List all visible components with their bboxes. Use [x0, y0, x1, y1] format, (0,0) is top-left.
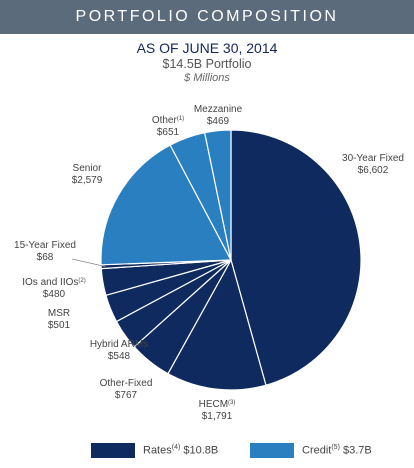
slice-label-30-year-fixed: 30-Year Fixed $6,602 — [342, 153, 404, 176]
slice-name-30-year-fixed: 30-Year Fixed — [342, 153, 404, 164]
slice-note-ios-and-iios: (2) — [78, 278, 85, 284]
slice-name-ios-and-iios: IOs and IIOs — [22, 277, 78, 288]
slice-value-hecm: $1,791 — [202, 411, 233, 422]
slice-name-msr: MSR — [48, 308, 70, 319]
leader-line-15-year-fixed — [71, 258, 106, 267]
slice-value-other-fixed: $767 — [115, 390, 138, 401]
slice-name-hybrid-arms: Hybrid ARMs — [90, 339, 148, 350]
slice-value-30-year-fixed: $6,602 — [358, 165, 389, 176]
pie-slice-senior — [100, 144, 232, 266]
slice-value-senior: $2,579 — [72, 175, 103, 186]
slice-label-ios-and-iios: IOs and IIOs(2) $480 — [22, 277, 85, 300]
slice-label-15-year-fixed: 15-Year Fixed $68 — [14, 240, 76, 263]
slice-label-mezzanine: Mezzanine $469 — [194, 104, 243, 127]
legend-item-rates: Rates(4) $10.8B — [91, 443, 218, 458]
slice-label-other-fixed: Other-Fixed $767 — [100, 378, 153, 401]
slice-label-hybrid-arms: Hybrid ARMs $548 — [90, 339, 148, 362]
pie-slice-mezzanine — [203, 129, 232, 261]
slice-name-senior: Senior — [73, 163, 103, 174]
slice-value-15-year-fixed: $68 — [37, 252, 54, 263]
slice-label-other: Other(1) $651 — [152, 115, 184, 138]
legend-total-credit: $3.7B — [342, 444, 372, 457]
units-note: $ Millions — [184, 72, 230, 84]
slice-value-mezzanine: $469 — [207, 116, 230, 127]
slice-name-other-fixed: Other-Fixed — [100, 378, 153, 389]
legend-label-credit: Credit(5) $3.7B — [302, 444, 372, 457]
slice-label-hecm: HECM(3) $1,791 — [199, 399, 236, 422]
legend-swatch-credit — [250, 443, 294, 458]
slice-note-hecm: (3) — [228, 400, 235, 406]
title-banner: PORTFOLIO COMPOSITION — [0, 0, 414, 34]
slice-value-ios-and-iios: $480 — [43, 289, 66, 300]
as-of-date: AS OF JUNE 30, 2014 — [136, 40, 278, 56]
slice-name-mezzanine: Mezzanine — [194, 104, 243, 115]
slice-value-other: $651 — [157, 127, 180, 138]
legend-note-rates: (4) — [171, 444, 181, 452]
portfolio-pie-chart: 30-Year Fixed $6,602 HECM(3) $1,791 Other-Fi… — [14, 104, 404, 422]
legend-note-credit: (5) — [331, 444, 340, 452]
chart-header: AS OF JUNE 30, 2014 $14.5B Portfolio $ M… — [0, 38, 414, 84]
slice-label-senior: Senior $2,579 — [72, 163, 103, 186]
legend: Rates(4) $10.8B Credit(5) $3.7B — [0, 443, 414, 463]
slice-label-msr: MSR $501 — [48, 308, 71, 331]
slice-value-msr: $501 — [48, 320, 71, 331]
slice-name-hecm: HECM — [199, 399, 228, 410]
pie-slice-hecm — [167, 258, 267, 391]
legend-total-rates: $10.8B — [183, 444, 219, 457]
pie-slice-30-year-fixed — [230, 129, 362, 386]
legend-label-rates: Rates(4) $10.8B — [143, 444, 219, 457]
legend-item-credit: Credit(5) $3.7B — [250, 443, 372, 458]
slice-note-other: (1) — [177, 116, 184, 122]
portfolio-size: $14.5B Portfolio — [162, 57, 252, 71]
slice-name-other: Other — [152, 115, 178, 126]
legend-swatch-rates — [91, 443, 135, 458]
slice-name-15-year-fixed: 15-Year Fixed — [14, 240, 76, 251]
banner-title: PORTFOLIO COMPOSITION — [75, 8, 339, 25]
slice-value-hybrid-arms: $548 — [108, 351, 131, 362]
